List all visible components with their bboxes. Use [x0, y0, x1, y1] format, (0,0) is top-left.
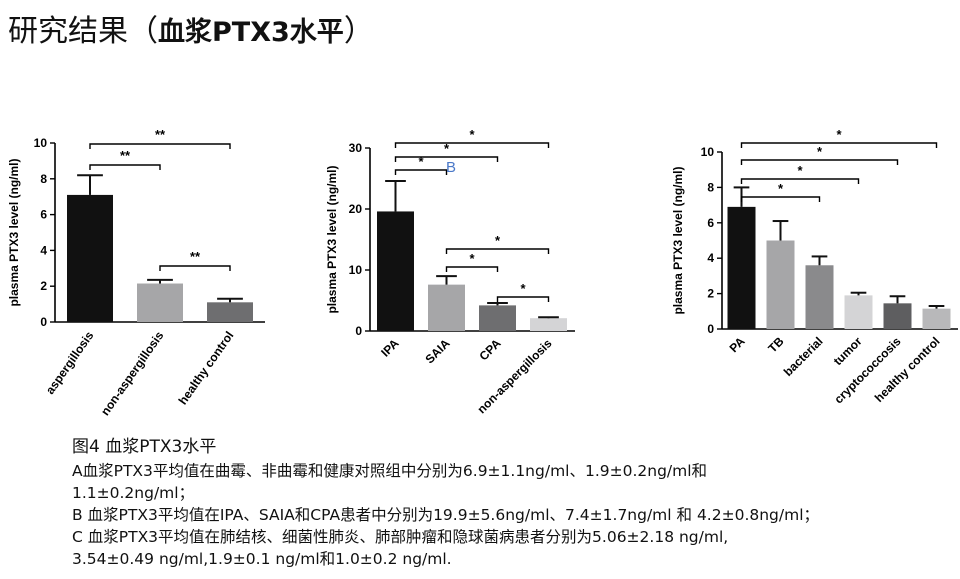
chart-panel-3: 0 2 4 6 8 10 plasma PTX3 level (ng/ml) PA TBbact… [671, 127, 958, 406]
y-tick-label: 10 [701, 145, 715, 159]
significance-bracket [89, 143, 231, 149]
significance-label: * [778, 181, 784, 196]
significance-label: ** [155, 127, 166, 142]
y-tick-label: 2 [40, 279, 47, 293]
caption-line: B 血浆PTX3平均值在IPA、SAIA和CPA患者中分别为19.9±5.6ng… [72, 506, 820, 524]
bar [530, 318, 567, 331]
significance-bracket [740, 178, 860, 184]
x-category-label: bacterial [781, 334, 826, 379]
significance-label: * [444, 141, 450, 156]
significance-label: * [469, 251, 475, 266]
significance-bracket [740, 159, 899, 165]
y-axis-label: plasma PTX3 level (ng/ml) [325, 165, 339, 313]
caption-line: 1.1±0.2ng/ml； [72, 484, 195, 502]
title-main: 研究结果（ [8, 14, 158, 49]
significance-bracket [445, 266, 499, 272]
bar [137, 283, 183, 322]
significance-label: * [520, 281, 526, 296]
bar [67, 194, 113, 322]
y-tick-label: 8 [707, 180, 714, 194]
y-tick-label: 2 [707, 287, 714, 301]
bar [805, 265, 834, 329]
significance-bracket [394, 142, 550, 148]
significance-bracket [89, 164, 161, 170]
significance-bracket [496, 296, 550, 302]
y-axis-label: plasma PTX3 level (ng/ml) [7, 158, 21, 306]
significance-label: * [418, 154, 424, 169]
y-tick-label: 0 [40, 315, 47, 329]
y-tick-label: 0 [707, 322, 714, 336]
significance-label: * [817, 144, 823, 159]
caption-title: 图4 血浆PTX3水平 [72, 437, 217, 457]
bar [727, 206, 756, 329]
y-tick-label: 10 [349, 263, 363, 277]
caption-line: A血浆PTX3平均值在曲霉、非曲霉和健康对照组中分别为6.9±1.1ng/ml、… [72, 462, 708, 480]
significance-bracket [394, 169, 448, 175]
y-axis-label: plasma PTX3 level (ng/ml) [671, 166, 685, 314]
caption-line: 3.54±0.49 ng/ml,1.9±0.1 ng/ml和1.0±0.2 ng… [72, 550, 452, 568]
y-tick-label: 4 [707, 251, 714, 265]
significance-label: * [797, 163, 803, 178]
bar [844, 295, 873, 329]
bar [377, 211, 414, 331]
y-tick-label: 6 [40, 208, 47, 222]
panel-label: B [446, 159, 456, 176]
bar [479, 305, 516, 331]
y-tick-label: 0 [355, 324, 362, 338]
x-category-label: PA [727, 334, 748, 355]
bar [883, 303, 912, 329]
bar [766, 240, 795, 329]
x-category-label: SAIA [422, 336, 452, 366]
chart-panel-2: 0 10 20 30 plasma PTX3 level (ng/ml) IPA SAIA C… [325, 127, 575, 416]
significance-label: * [495, 233, 501, 248]
significance-bracket [394, 156, 499, 162]
title-close: ） [343, 14, 374, 49]
x-category-label: tumor [831, 334, 865, 368]
significance-label: * [469, 127, 475, 142]
significance-label: ** [190, 249, 201, 264]
x-category-label: healthy control [176, 329, 237, 407]
figure-caption: 图4 血浆PTX3水平 A血浆PTX3平均值在曲霉、非曲霉和健康对照组中分别为6… [72, 436, 952, 570]
x-category-label: aspergillosis [43, 328, 97, 396]
x-category-label: non-aspergillosis [98, 328, 167, 418]
y-tick-label: 6 [707, 216, 714, 230]
y-tick-label: 10 [34, 136, 48, 150]
x-category-label: cryptococcosis [831, 334, 903, 406]
significance-bracket [740, 142, 938, 148]
charts-canvas: 0 2 4 6 8 10 plasma PTX3 level (ng/ml) aspergil… [7, 127, 958, 418]
x-category-label: TB [765, 334, 786, 355]
y-tick-label: 20 [349, 202, 363, 216]
significance-label: * [836, 127, 842, 142]
significance-bracket [740, 196, 821, 202]
y-tick-label: 4 [40, 243, 47, 257]
significance-label: ** [120, 148, 131, 163]
slide-title: 研究结果（血浆PTX3水平） [8, 6, 374, 50]
x-category-label: CPA [476, 336, 503, 363]
y-tick-label: 30 [349, 141, 363, 155]
x-category-label: IPA [378, 336, 402, 360]
bar [207, 302, 253, 322]
significance-bracket [445, 248, 550, 254]
title-bold: 血浆PTX3水平 [158, 17, 344, 48]
bar [922, 308, 951, 329]
caption-line: C 血浆PTX3平均值在肺结核、细菌性肺炎、肺部肿瘤和隐球菌病患者分别为5.06… [72, 528, 729, 546]
y-tick-label: 8 [40, 172, 47, 186]
significance-bracket [159, 265, 231, 271]
bar [428, 284, 465, 331]
chart-panel-1: 0 2 4 6 8 10 plasma PTX3 level (ng/ml) aspergil… [7, 127, 265, 418]
